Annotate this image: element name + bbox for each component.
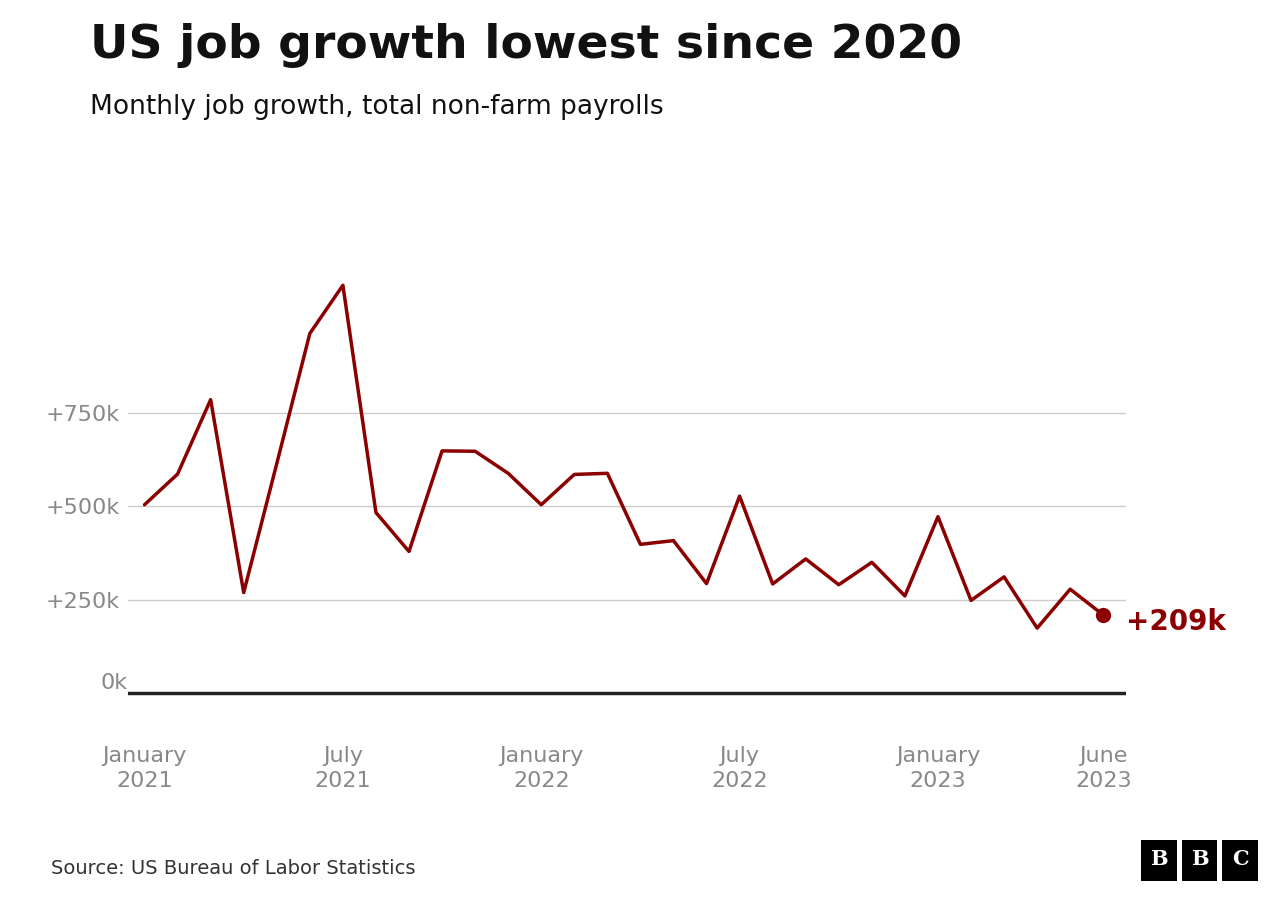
Text: Source: US Bureau of Labor Statistics: Source: US Bureau of Labor Statistics bbox=[51, 859, 416, 877]
Text: B: B bbox=[1190, 850, 1208, 869]
Bar bbox=[1181, 840, 1217, 881]
Point bbox=[1093, 608, 1114, 622]
Text: 0k: 0k bbox=[101, 673, 128, 693]
Text: +209k: +209k bbox=[1126, 608, 1226, 636]
Text: Monthly job growth, total non-farm payrolls: Monthly job growth, total non-farm payro… bbox=[90, 94, 663, 121]
Text: B: B bbox=[1151, 850, 1167, 869]
Bar bbox=[1222, 840, 1258, 881]
Text: C: C bbox=[1231, 850, 1248, 869]
Text: US job growth lowest since 2020: US job growth lowest since 2020 bbox=[90, 22, 961, 68]
Bar bbox=[1142, 840, 1176, 881]
